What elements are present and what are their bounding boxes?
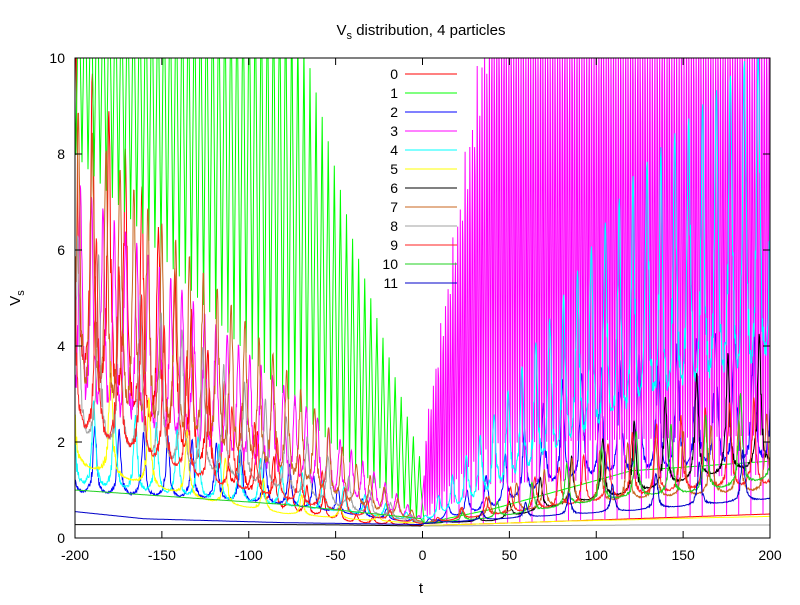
legend-label-5: 5 bbox=[390, 161, 398, 177]
y-tick-label: 10 bbox=[49, 50, 65, 66]
legend-label-6: 6 bbox=[390, 180, 398, 196]
series-layer bbox=[75, 58, 770, 527]
y-tick-label: 0 bbox=[57, 530, 65, 546]
y-tick-label: 4 bbox=[57, 338, 65, 354]
legend-label-1: 1 bbox=[390, 85, 398, 101]
plot-area bbox=[75, 58, 770, 527]
legend-label-2: 2 bbox=[390, 104, 398, 120]
chart-title-rest: distribution, 4 particles bbox=[352, 22, 505, 39]
x-axis: -200 -150 -100 -50 0 50 100 150 200 bbox=[61, 58, 782, 563]
legend-label-8: 8 bbox=[390, 218, 398, 234]
legend-label-0: 0 bbox=[390, 66, 398, 82]
legend-label-3: 3 bbox=[390, 123, 398, 139]
x-tick-label: 50 bbox=[502, 547, 518, 563]
legend-label-9: 9 bbox=[390, 237, 398, 253]
x-tick-label: -100 bbox=[235, 547, 263, 563]
legend-label-7: 7 bbox=[390, 199, 398, 215]
legend-label-4: 4 bbox=[390, 142, 398, 158]
series-line-4 bbox=[75, 58, 770, 523]
y-tick-label: 2 bbox=[57, 434, 65, 450]
y-axis-label: Vs bbox=[7, 290, 27, 306]
legend: 0 1 2 3 4 5 6 7 8 9 10 11 bbox=[382, 66, 457, 291]
series-line-11 bbox=[75, 449, 770, 525]
x-tick-label: -150 bbox=[148, 547, 176, 563]
series-line-1 bbox=[75, 58, 770, 524]
x-tick-label: 0 bbox=[419, 547, 427, 563]
y-axis-label-main: V bbox=[7, 296, 24, 306]
chart-title-main: V bbox=[337, 22, 347, 39]
x-tick-label: -50 bbox=[326, 547, 346, 563]
chart-title-subscript: s bbox=[347, 30, 353, 42]
series-line-9 bbox=[75, 238, 770, 524]
x-tick-label: 200 bbox=[758, 547, 782, 563]
legend-label-11: 11 bbox=[383, 275, 398, 291]
series-line-3 bbox=[75, 58, 770, 524]
series-line-10 bbox=[75, 393, 770, 524]
y-tick-label: 8 bbox=[57, 146, 65, 162]
x-tick-label: 150 bbox=[671, 547, 695, 563]
y-tick-label: 6 bbox=[57, 242, 65, 258]
x-tick-label: 100 bbox=[585, 547, 609, 563]
series-line-0 bbox=[75, 58, 770, 526]
chart-title: Vs distribution, 4 particles bbox=[337, 22, 506, 42]
y-axis-label-subscript: s bbox=[15, 290, 27, 296]
x-tick-label: -200 bbox=[61, 547, 89, 563]
legend-label-10: 10 bbox=[382, 256, 398, 272]
x-axis-label: t bbox=[419, 580, 424, 597]
